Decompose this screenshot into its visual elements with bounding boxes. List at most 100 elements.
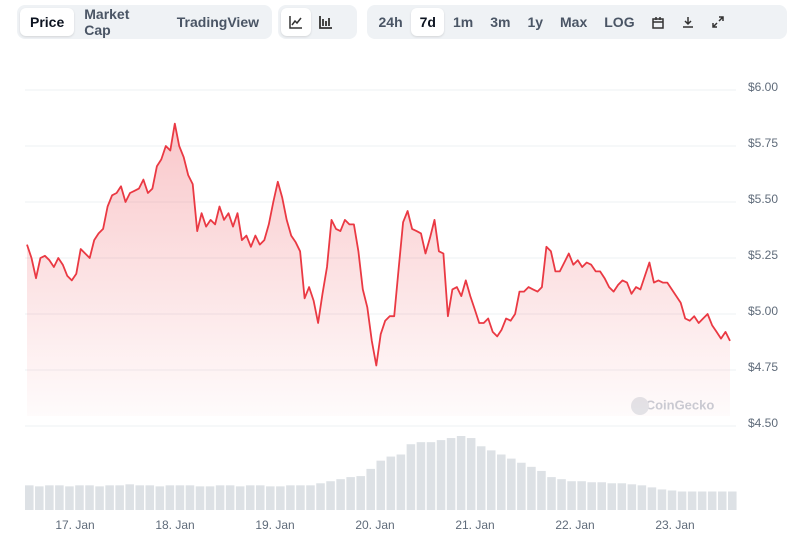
volume-bar: [155, 486, 165, 510]
volume-bar: [728, 491, 737, 510]
volume-bar: [436, 440, 446, 510]
volume-bar: [486, 450, 496, 510]
range-tab[interactable]: LOG: [604, 14, 635, 30]
volume-bar: [276, 486, 285, 510]
volume-bar: [255, 485, 265, 510]
volume-bar: [547, 477, 556, 510]
volume-bar: [346, 477, 355, 510]
volume-bar: [326, 481, 335, 510]
volume-bar: [557, 479, 566, 510]
volume-bar: [507, 458, 516, 510]
volume-bar: [356, 476, 365, 510]
volume-bar: [215, 485, 225, 510]
volume-bar: [135, 485, 145, 510]
volume-bar: [607, 483, 617, 510]
volume-bar: [105, 485, 114, 510]
volume-bar: [577, 481, 586, 510]
volume-bar: [235, 486, 245, 510]
volume-bar: [316, 483, 325, 510]
volume-bar: [537, 470, 546, 510]
volume-bar: [165, 485, 175, 510]
download-button[interactable]: [673, 8, 703, 36]
watermark: CoinGecko: [646, 397, 715, 412]
volume-bar: [175, 485, 185, 510]
volume-bar: [627, 484, 637, 510]
volume-bar: [687, 491, 697, 510]
range-tab[interactable]: 1m: [452, 14, 474, 30]
volume-bar: [286, 485, 295, 510]
y-tick-label: $5.25: [748, 248, 778, 262]
volume-bar: [717, 491, 727, 510]
volume-bar: [426, 442, 436, 510]
volume-bar: [336, 479, 345, 510]
volume-bar: [245, 485, 255, 510]
volume-bar: [597, 482, 606, 510]
volume-bar: [476, 446, 486, 510]
volume-bar: [55, 485, 64, 510]
candle-chart-button[interactable]: [311, 8, 341, 36]
calendar-button[interactable]: [643, 8, 673, 36]
volume-bar: [366, 468, 375, 510]
price-line: [26, 122, 731, 367]
volume-bar: [306, 485, 315, 510]
range-tab[interactable]: 1y: [527, 14, 544, 30]
volume-bar: [225, 485, 235, 510]
volume-bar: [65, 486, 74, 510]
x-tick-label: 20. Jan: [355, 518, 394, 532]
view-tab[interactable]: Price: [20, 8, 75, 36]
volume-bar: [567, 481, 576, 510]
volume-bar: [697, 491, 707, 510]
line-chart-button[interactable]: [281, 8, 311, 36]
volume-bar: [376, 460, 386, 510]
y-tick-label: $5.75: [748, 136, 778, 150]
volume-bar: [125, 484, 134, 510]
fullscreen-button[interactable]: [703, 8, 733, 36]
x-tick-label: 23. Jan: [655, 518, 694, 532]
y-tick-label: $5.50: [748, 192, 778, 206]
view-tab[interactable]: Market Cap: [84, 6, 130, 38]
volume-bar: [296, 485, 305, 510]
range-tab[interactable]: Max: [560, 14, 588, 30]
view-tabs: Price Market Cap TradingView: [17, 5, 272, 39]
range-tabs: 24h 7d 1m 3m 1y Max LOG: [367, 5, 787, 39]
range-tab[interactable]: 24h: [378, 14, 403, 30]
volume-bar: [587, 482, 596, 510]
x-tick-label: 17. Jan: [55, 518, 94, 532]
volume-bar: [527, 466, 536, 510]
watermark-logo: [631, 397, 649, 415]
chart-style-tabs: [278, 5, 357, 39]
volume-bar: [35, 486, 44, 510]
volume-bar: [497, 454, 506, 510]
volume-bar: [75, 485, 84, 510]
volume-bar: [185, 485, 195, 510]
volume-bar: [85, 485, 94, 510]
volume-bar: [466, 438, 476, 510]
volume-bar: [406, 444, 416, 510]
y-tick-label: $4.50: [748, 416, 778, 430]
range-tab[interactable]: 7d: [411, 8, 445, 36]
volume-bar: [617, 483, 627, 510]
volume-bar: [95, 486, 104, 510]
volume-bar: [677, 491, 687, 510]
x-tick-label: 22. Jan: [555, 518, 594, 532]
view-tab[interactable]: TradingView: [176, 14, 259, 30]
price-area: [27, 123, 730, 416]
volume-bar: [446, 438, 456, 510]
volume-bar: [195, 486, 205, 510]
volume-bar: [667, 490, 677, 510]
volume-bar: [647, 487, 657, 510]
volume-bar: [266, 486, 275, 510]
x-tick-label: 18. Jan: [155, 518, 194, 532]
volume-bar: [637, 485, 647, 510]
volume-bar: [517, 462, 526, 510]
volume-bar: [205, 486, 215, 510]
x-tick-label: 19. Jan: [255, 518, 294, 532]
range-tab[interactable]: 3m: [490, 14, 511, 30]
volume-bar: [456, 436, 466, 510]
volume-bar: [396, 454, 406, 510]
volume-bar: [386, 456, 396, 510]
y-tick-label: $6.00: [748, 80, 778, 94]
volume-bar: [45, 485, 54, 510]
volume-bar: [115, 485, 124, 510]
